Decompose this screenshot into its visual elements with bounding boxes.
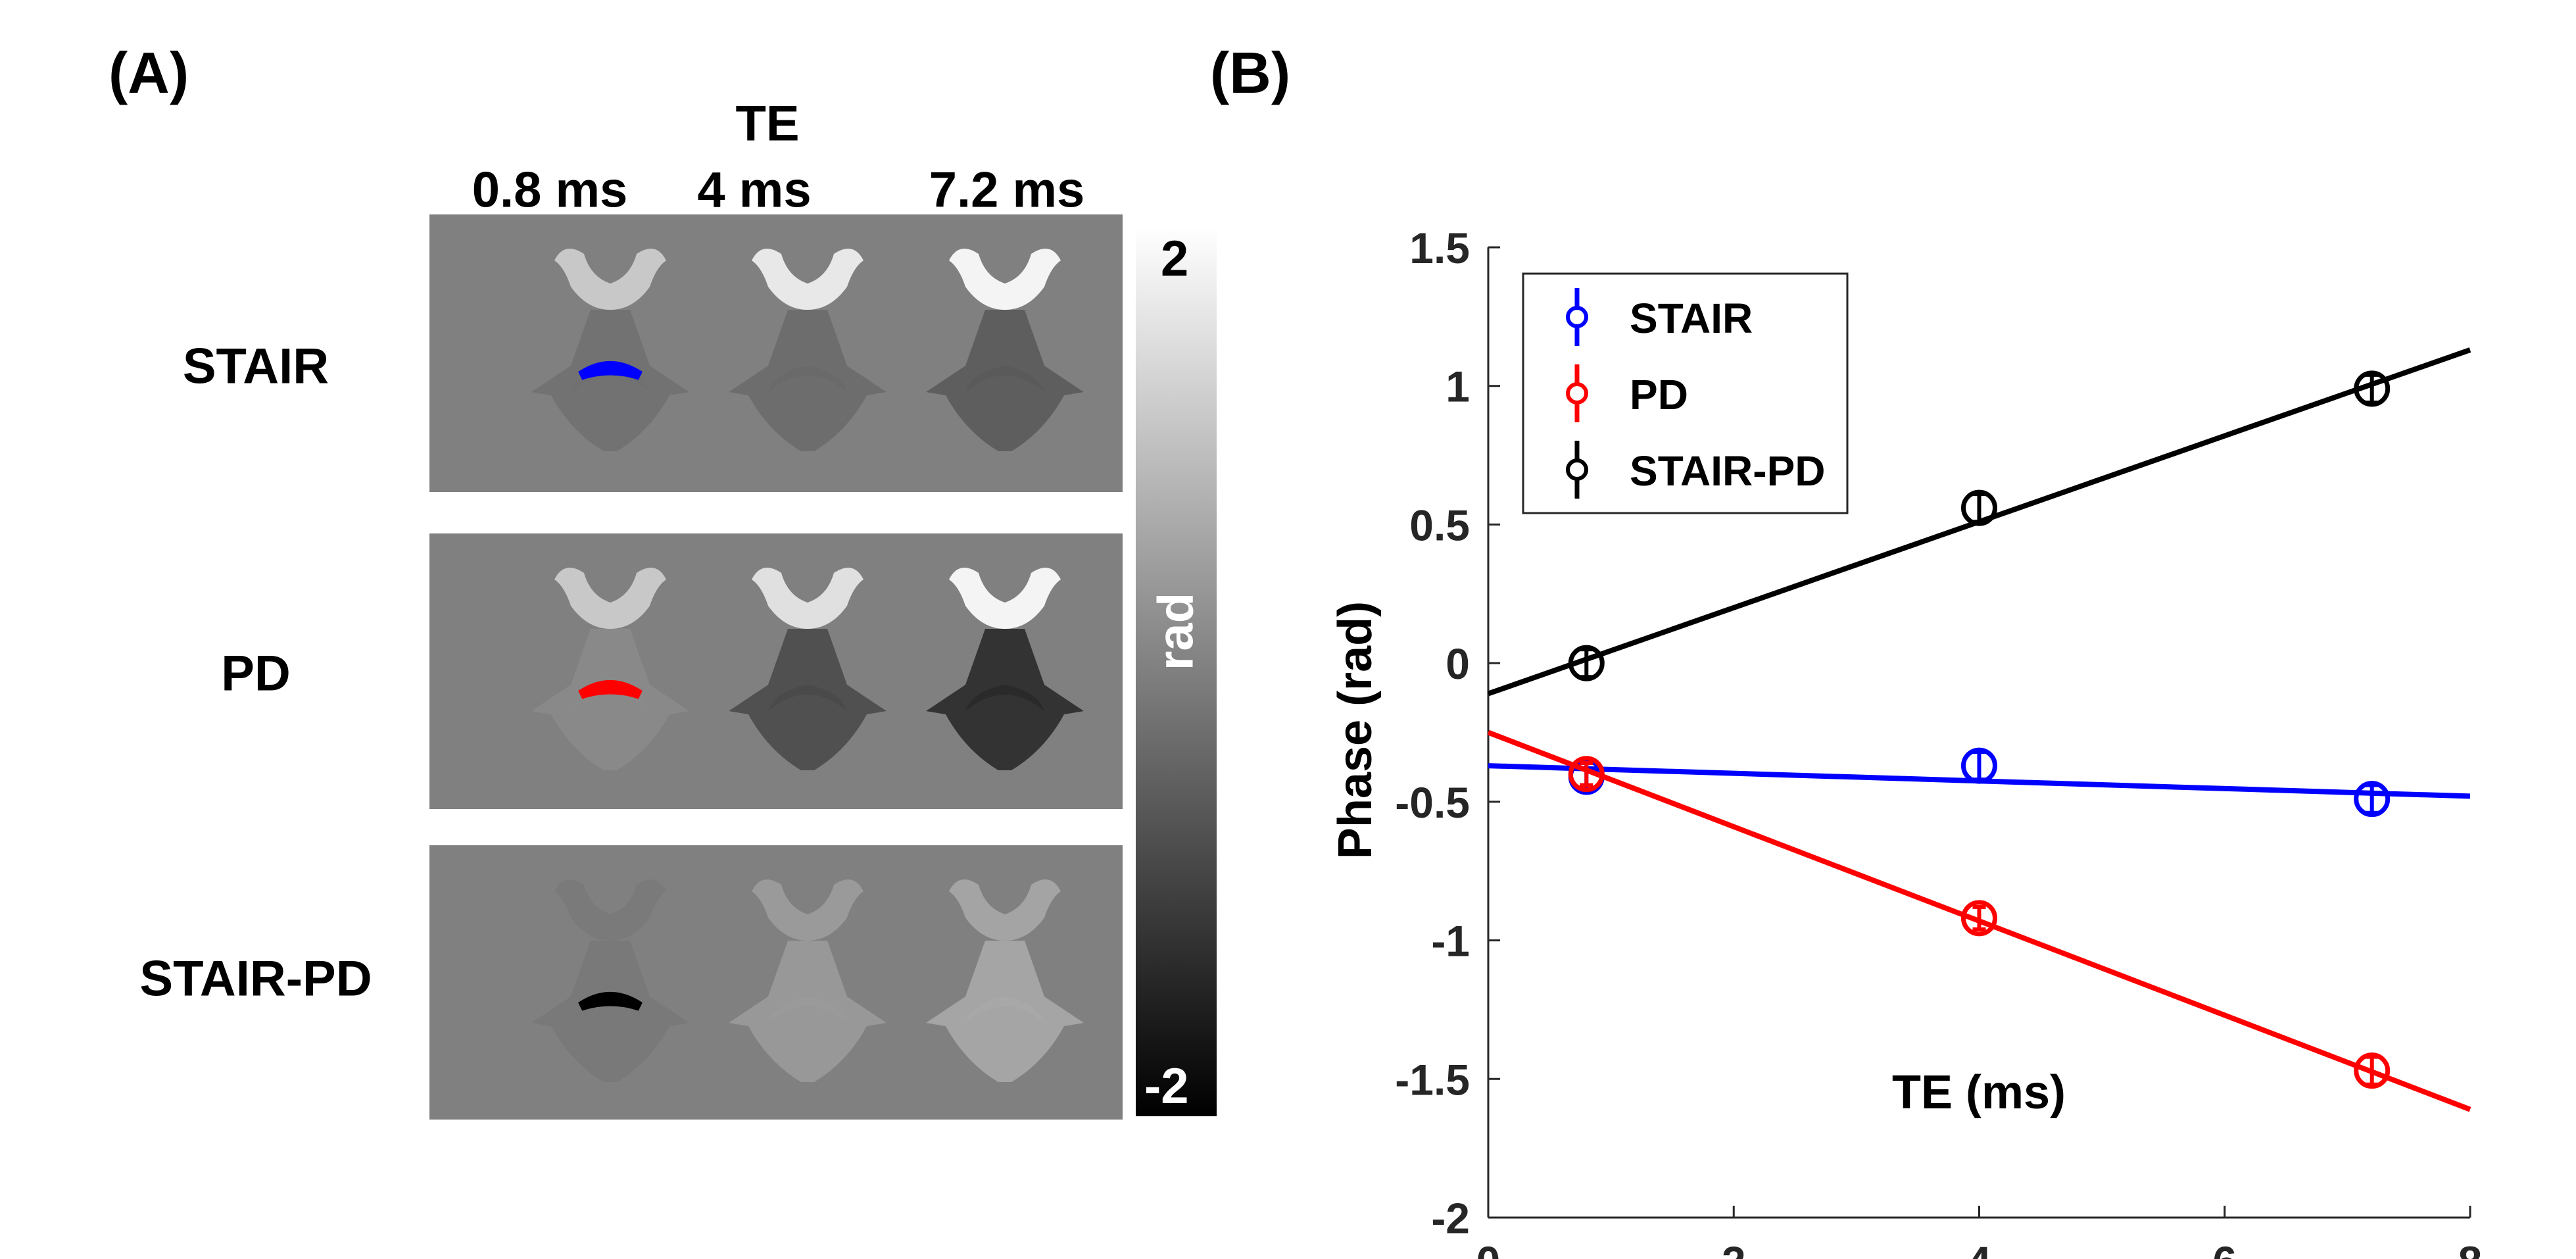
- phase-map-row-pd: [429, 533, 1123, 809]
- genu-region: [949, 879, 1061, 941]
- data-point: [1961, 489, 1997, 526]
- white-matter-region: [926, 310, 1084, 451]
- y-tick-label: -1.5: [1395, 1055, 1470, 1104]
- column-label: 0.8 ms: [472, 162, 628, 218]
- phase-map-row-stair-pd: [429, 845, 1123, 1120]
- brain-slice: [926, 879, 1084, 1082]
- y-tick-label: 0.5: [1409, 501, 1470, 549]
- x-tick-label: 6: [2212, 1237, 2237, 1259]
- brain-slice: [926, 249, 1084, 451]
- legend-marker: [1566, 458, 1588, 481]
- white-matter-region: [729, 941, 887, 1082]
- x-tick-label: 8: [2458, 1237, 2483, 1259]
- brain-slice: [926, 568, 1084, 770]
- series-stair-pd: [1487, 347, 2471, 697]
- y-tick-label: 0: [1446, 639, 1470, 688]
- genu-region: [752, 568, 863, 629]
- legend: STAIR PD STAIR-PD: [1522, 272, 1849, 514]
- roi-splenium: [578, 992, 643, 1011]
- splenium-region: [768, 366, 847, 392]
- x-tick-label: 4: [1967, 1237, 1991, 1259]
- splenium-region: [768, 997, 847, 1023]
- phase-map-row-stair: [429, 214, 1123, 492]
- splenium-region: [965, 997, 1044, 1023]
- legend-marker: [1566, 306, 1588, 328]
- data-point: [2354, 1052, 2391, 1089]
- genu-region: [554, 879, 666, 941]
- brain-slice: [729, 879, 887, 1082]
- x-axis-label: TE (ms): [1892, 1066, 2066, 1119]
- data-point: [1961, 747, 1997, 784]
- white-matter-region: [531, 941, 689, 1082]
- legend-marker: [1566, 382, 1588, 405]
- data-point: [1568, 756, 1605, 793]
- roi-splenium: [578, 361, 643, 380]
- splenium-region: [965, 685, 1044, 711]
- data-point: [2354, 781, 2391, 818]
- legend-label: STAIR: [1630, 295, 1753, 342]
- roi-splenium: [578, 680, 643, 699]
- legend-label: STAIR-PD: [1630, 447, 1825, 495]
- splenium-region: [768, 685, 847, 711]
- genu-region: [554, 249, 666, 310]
- row-label: STAIR-PD: [139, 950, 372, 1007]
- splenium-region: [965, 366, 1044, 392]
- y-tick-label: -2: [1431, 1194, 1470, 1243]
- row-label: PD: [221, 645, 291, 702]
- genu-region: [949, 249, 1061, 310]
- column-label: 7.2 ms: [929, 162, 1085, 218]
- panel-a-label: (A): [109, 40, 189, 105]
- y-tick-label: 1.5: [1409, 224, 1470, 272]
- brain-slice: [531, 568, 689, 770]
- white-matter-region: [926, 629, 1084, 770]
- y-tick-label: -1: [1431, 917, 1470, 966]
- legend-label: PD: [1630, 371, 1688, 418]
- colorbar-max-label: 2: [1161, 231, 1189, 287]
- brain-slice: [531, 249, 689, 451]
- data-point: [1568, 645, 1605, 681]
- panel-b-label: (B): [1210, 40, 1291, 105]
- white-matter-region: [729, 310, 887, 451]
- data-point: [1961, 900, 1997, 937]
- genu-region: [949, 568, 1061, 629]
- series-pd: [1487, 729, 2471, 1112]
- genu-region: [554, 568, 666, 629]
- y-tick-label: 1: [1446, 362, 1470, 411]
- colorbar-min-label: -2: [1144, 1058, 1189, 1114]
- row-label: STAIR: [182, 338, 329, 395]
- brain-slice: [729, 249, 887, 451]
- white-matter-region: [729, 629, 887, 770]
- column-label: 4 ms: [697, 162, 812, 218]
- x-tick-label: 0: [1476, 1237, 1501, 1259]
- x-tick-label: 2: [1722, 1237, 1746, 1259]
- data-point: [2354, 370, 2391, 407]
- y-tick-label: -0.5: [1395, 778, 1470, 827]
- white-matter-region: [926, 941, 1084, 1082]
- white-matter-region: [531, 629, 689, 770]
- colorbar: [1136, 226, 1217, 1116]
- series-stair: [1488, 747, 2471, 818]
- white-matter-region: [531, 310, 689, 451]
- genu-region: [752, 249, 863, 310]
- te-header: TE: [735, 95, 800, 152]
- y-axis-label: Phase (rad): [1329, 601, 1382, 859]
- genu-region: [752, 879, 863, 941]
- brain-slice: [531, 879, 689, 1082]
- brain-slice: [729, 568, 887, 770]
